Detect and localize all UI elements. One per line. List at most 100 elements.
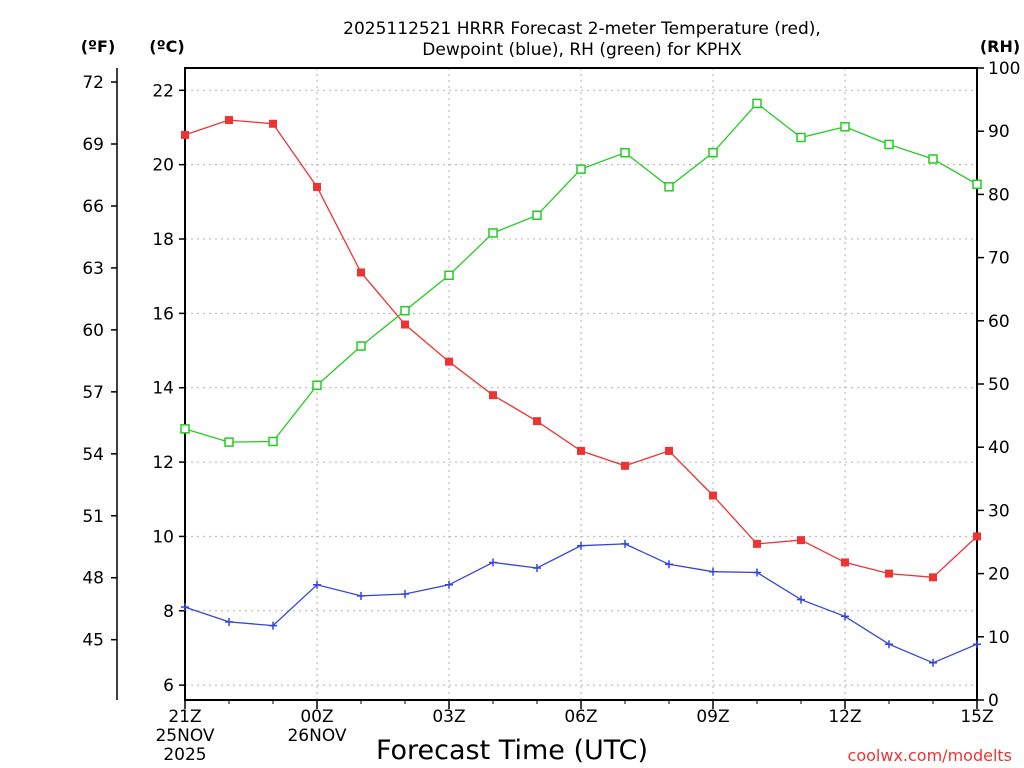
rh-tick-label: 70 <box>988 249 1010 269</box>
rh-point <box>928 154 938 164</box>
fahrenheit-axis: 45 48 51 54 57 60 63 66 69 72 <box>82 68 118 700</box>
fahrenheit-unit-label: (ºF) <box>81 37 116 56</box>
temperature-point <box>357 268 365 277</box>
celsius-tick-label: 22 <box>152 81 174 101</box>
rh-unit-label: (RH) <box>980 37 1020 56</box>
dewpoint-point <box>401 590 409 599</box>
temperature-point <box>269 119 277 128</box>
credit-link[interactable]: coolwx.com/modelts <box>848 746 1012 765</box>
rh-tick-label: 40 <box>988 438 1010 458</box>
temperature-point <box>313 182 321 191</box>
series-rh <box>180 98 982 447</box>
rh-point <box>884 139 894 150</box>
rh-point <box>664 182 674 192</box>
x-tick-label: 03Z <box>432 707 465 727</box>
fahrenheit-tick-label: 57 <box>82 383 104 403</box>
x-tick-sublabel: 26NOV <box>287 726 346 746</box>
fahrenheit-tick-label: 69 <box>82 135 104 155</box>
temperature-point <box>181 130 189 139</box>
dewpoint-point <box>709 567 717 576</box>
dewpoint-point <box>841 612 849 621</box>
dewpoint-point <box>489 558 497 567</box>
rh-point <box>400 305 410 316</box>
temperature-point <box>841 558 849 567</box>
temperature-point <box>401 320 409 329</box>
dewpoint-point <box>181 603 189 612</box>
x-tick-label: 15Z <box>960 707 993 727</box>
rh-point <box>180 424 190 434</box>
temperature-point <box>665 446 673 455</box>
celsius-tick-label: 16 <box>152 304 174 324</box>
temperature-point <box>577 446 585 455</box>
temperature-point <box>445 357 453 366</box>
rh-point <box>796 132 806 143</box>
celsius-tick-label: 6 <box>163 676 174 696</box>
rh-point <box>312 380 322 391</box>
rh-point <box>752 98 762 109</box>
dewpoint-point <box>885 640 893 649</box>
celsius-tick-label: 10 <box>152 527 174 547</box>
rh-tick-label: 90 <box>988 122 1010 142</box>
rh-tick-label: 10 <box>988 628 1010 648</box>
dewpoint-point <box>445 580 453 589</box>
fahrenheit-tick-label: 54 <box>82 445 104 465</box>
rh-tick-label: 30 <box>988 501 1010 521</box>
temperature-point <box>885 569 893 578</box>
dewpoint-point <box>753 568 761 577</box>
fahrenheit-tick-label: 51 <box>82 507 104 527</box>
rh-point <box>532 210 542 221</box>
rh-point <box>576 164 586 174</box>
fahrenheit-tick-label: 45 <box>82 631 104 651</box>
rh-tick-label: 20 <box>988 565 1010 585</box>
chart-title-line-2: Dewpoint (blue), RH (green) for KPHX <box>422 40 742 60</box>
x-tick-label: 00Z <box>300 707 333 727</box>
plot-frame <box>184 67 978 701</box>
series-dewpoint <box>181 539 981 667</box>
temperature-point <box>973 532 981 541</box>
temperature-point <box>489 391 497 400</box>
dewpoint-point <box>225 617 233 626</box>
fahrenheit-tick-label: 66 <box>82 197 104 217</box>
dewpoint-point <box>269 621 277 630</box>
fahrenheit-tick-label: 48 <box>82 569 104 589</box>
dewpoint-point <box>533 564 541 573</box>
fahrenheit-tick-label: 72 <box>82 73 104 93</box>
temperature-point <box>225 116 233 125</box>
dewpoint-point <box>665 560 673 569</box>
dewpoint-point <box>313 580 321 589</box>
temperature-point <box>753 539 761 548</box>
rh-point <box>268 436 278 447</box>
temperature-point <box>929 573 937 582</box>
celsius-tick-label: 12 <box>152 453 174 473</box>
x-tick-label: 09Z <box>696 707 729 727</box>
celsius-tick-label: 8 <box>163 602 174 622</box>
rh-tick-label: 80 <box>988 185 1010 205</box>
rh-point <box>488 228 498 238</box>
rh-tick-label: 0 <box>988 691 999 711</box>
temperature-point <box>709 491 717 500</box>
rh-point <box>840 122 850 132</box>
dewpoint-point <box>973 640 981 649</box>
dewpoint-point <box>797 595 805 604</box>
rh-tick-label: 50 <box>988 375 1010 395</box>
x-tick-label: 21Z <box>168 707 201 727</box>
rh-tick-label: 60 <box>988 312 1010 332</box>
celsius-axis: 6 8 10 12 14 16 18 20 22 <box>152 81 185 696</box>
rh-point <box>620 147 630 158</box>
celsius-unit-label: (ºC) <box>149 37 184 56</box>
x-tick-sublabel: 25NOV <box>155 726 214 746</box>
rh-point <box>972 179 982 190</box>
temperature-point <box>621 461 629 470</box>
x-tick-sublabel: 2025 <box>163 745 206 765</box>
dewpoint-point <box>621 539 629 548</box>
rh-tick-label: 100 <box>988 59 1020 79</box>
dewpoint-point <box>357 591 365 600</box>
grid-lines <box>185 68 977 700</box>
series-layer <box>180 98 982 667</box>
temperature-point <box>533 417 541 426</box>
chart-title-line-1: 2025112521 HRRR Forecast 2-meter Tempera… <box>343 19 821 39</box>
x-tick-label: 12Z <box>828 707 861 727</box>
x-axis-title: Forecast Time (UTC) <box>376 735 648 766</box>
series-2-meter-temperature <box>181 116 981 582</box>
